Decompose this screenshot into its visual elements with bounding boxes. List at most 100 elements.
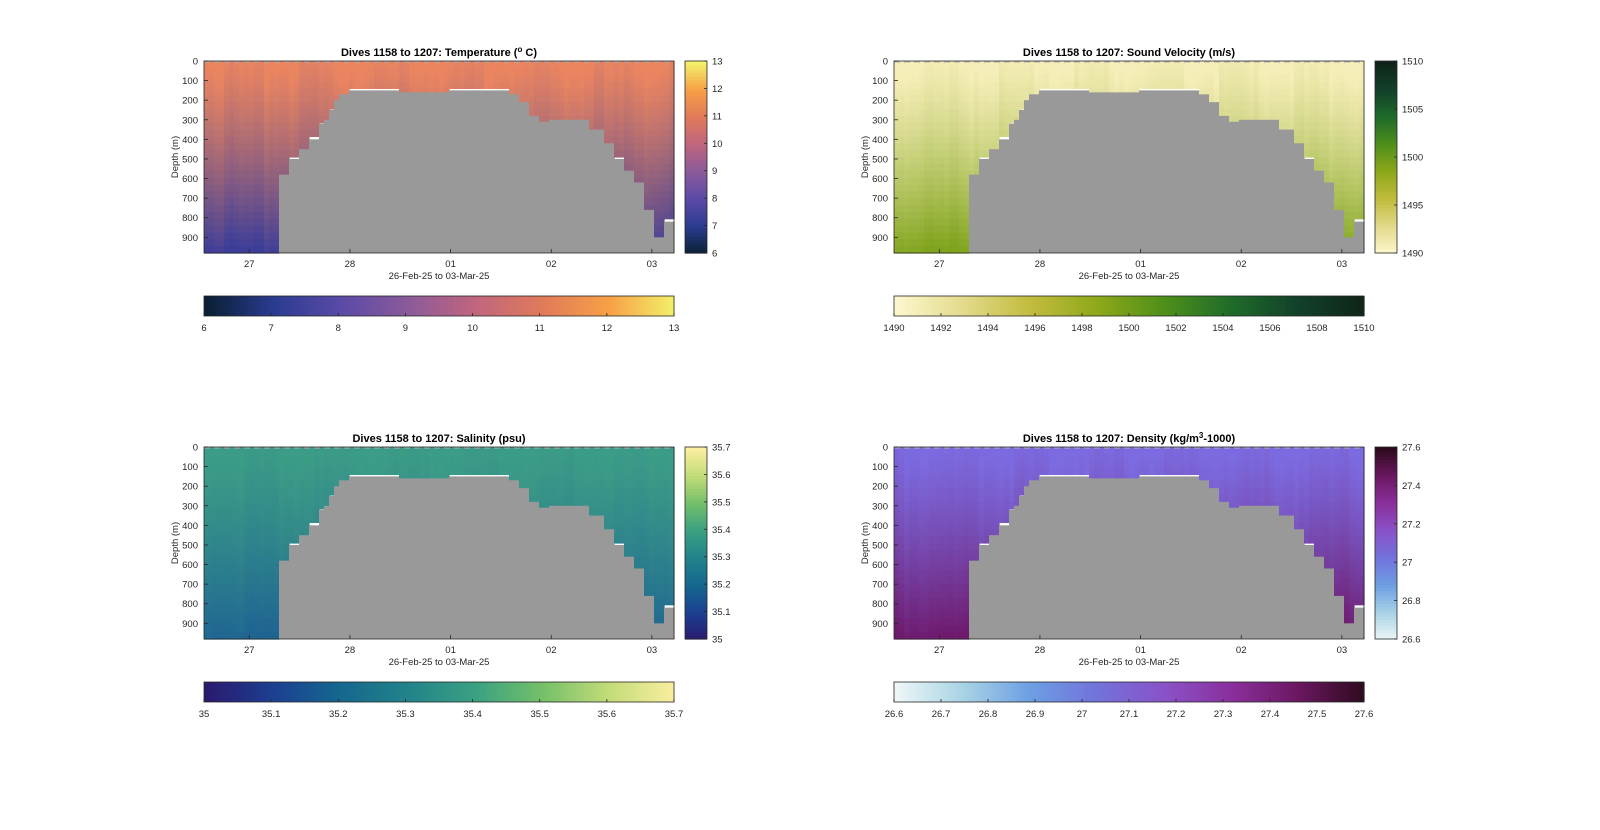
heatmap-cell bbox=[539, 467, 545, 476]
heatmap-cell bbox=[969, 522, 975, 530]
heatmap-cell bbox=[269, 549, 275, 558]
x-axis-label: 26-Feb-25 to 03-Mar-25 bbox=[1079, 271, 1180, 282]
heatmap-cell bbox=[969, 508, 975, 517]
heatmap-cell bbox=[389, 67, 395, 76]
heatmap-cell bbox=[499, 67, 505, 76]
heatmap-cell bbox=[629, 529, 635, 537]
heatmap-cell bbox=[439, 67, 445, 76]
heatmap-cell bbox=[904, 67, 910, 76]
heatmap-cell bbox=[554, 109, 560, 117]
heatmap-cell bbox=[1244, 102, 1250, 110]
heatmap-cell bbox=[669, 61, 675, 69]
heatmap-cell bbox=[639, 67, 645, 76]
heatmap-cell bbox=[974, 129, 980, 138]
hbar-swatch bbox=[305, 682, 311, 702]
heatmap-cell bbox=[1269, 115, 1275, 124]
heatmap-cell bbox=[899, 198, 905, 206]
hbar-swatch bbox=[207, 682, 213, 702]
heatmap-cell bbox=[619, 67, 625, 76]
hbar-swatch bbox=[493, 296, 499, 316]
seafloor-mask bbox=[469, 90, 475, 253]
heatmap-cell bbox=[219, 115, 225, 124]
heatmap-cell bbox=[209, 522, 215, 530]
hbar-swatch bbox=[360, 682, 366, 702]
heatmap-cell bbox=[959, 81, 965, 90]
hbar-swatch bbox=[325, 682, 330, 702]
heatmap-cell bbox=[274, 129, 280, 138]
heatmap-cell bbox=[1344, 74, 1350, 83]
colorbar-swatch bbox=[685, 227, 707, 232]
heatmap-cell bbox=[1114, 74, 1120, 83]
heatmap-cell bbox=[1144, 67, 1150, 76]
heatmap-cell bbox=[409, 467, 415, 476]
heatmap-cell bbox=[304, 522, 310, 530]
heatmap-cell bbox=[204, 150, 210, 158]
heatmap-cell bbox=[1349, 61, 1355, 69]
heatmap-cell bbox=[1349, 170, 1355, 179]
hbar-swatch bbox=[995, 296, 1001, 316]
heatmap-cell bbox=[229, 205, 235, 213]
heatmap-cell bbox=[949, 218, 955, 227]
heatmap-cell bbox=[654, 122, 660, 131]
heatmap-cell bbox=[1054, 74, 1060, 83]
heatmap-cell bbox=[434, 74, 440, 83]
heatmap-cell bbox=[1314, 157, 1320, 165]
heatmap-cell bbox=[269, 515, 275, 524]
heatmap-cell bbox=[1224, 95, 1230, 103]
heatmap-cell bbox=[1024, 95, 1030, 103]
heatmap-cell bbox=[1314, 136, 1320, 144]
heatmap-cell bbox=[1229, 102, 1235, 110]
y-tick-label: 500 bbox=[872, 154, 888, 165]
heatmap-cell bbox=[659, 81, 665, 90]
heatmap-cell bbox=[964, 177, 970, 186]
hbar-swatch bbox=[933, 296, 938, 316]
heatmap-cell bbox=[229, 74, 235, 83]
heatmap-cell bbox=[209, 447, 215, 455]
heatmap-cell bbox=[584, 88, 590, 96]
y-tick-label: 700 bbox=[872, 194, 888, 205]
heatmap-cell bbox=[1349, 205, 1355, 213]
heatmap-cell bbox=[294, 467, 300, 476]
heatmap-cell bbox=[1349, 95, 1355, 103]
heatmap-cell bbox=[629, 88, 635, 96]
heatmap-cell bbox=[1244, 115, 1250, 124]
heatmap-cell bbox=[244, 163, 250, 172]
heatmap-cell bbox=[639, 488, 645, 496]
heatmap-cell bbox=[264, 122, 270, 131]
heatmap-cell bbox=[419, 67, 425, 76]
heatmap-cell bbox=[659, 591, 665, 599]
heatmap-cell bbox=[249, 515, 255, 524]
heatmap-cell bbox=[914, 591, 920, 599]
heatmap-cell bbox=[994, 488, 1000, 496]
hbar-swatch bbox=[552, 682, 558, 702]
heatmap-cell bbox=[374, 460, 380, 469]
heatmap-cell bbox=[1069, 447, 1075, 455]
hbar-swatch bbox=[646, 682, 652, 702]
heatmap-cell bbox=[959, 611, 965, 620]
seafloor-mask bbox=[339, 480, 345, 639]
heatmap-cell bbox=[994, 95, 1000, 103]
seafloor-mask bbox=[559, 505, 565, 639]
heatmap-cell bbox=[934, 61, 940, 69]
seafloor-mask bbox=[1019, 495, 1025, 639]
heatmap-cell bbox=[654, 604, 660, 613]
heatmap-cell bbox=[984, 115, 990, 124]
heatmap-cell bbox=[929, 225, 935, 234]
heatmap-cell bbox=[464, 81, 470, 90]
heatmap-cell bbox=[1179, 67, 1185, 76]
heatmap-cell bbox=[974, 136, 980, 144]
heatmap-cell bbox=[959, 88, 965, 96]
heatmap-cell bbox=[904, 191, 910, 199]
heatmap-cell bbox=[289, 529, 295, 537]
heatmap-cell bbox=[1239, 74, 1245, 83]
seafloor-mask bbox=[539, 121, 545, 253]
heatmap-cell bbox=[1219, 95, 1225, 103]
colorbar-swatch bbox=[1375, 109, 1397, 113]
heatmap-cell bbox=[259, 129, 265, 138]
heatmap-cell bbox=[619, 536, 625, 544]
heatmap-cell bbox=[1169, 61, 1175, 69]
heatmap-cell bbox=[229, 246, 235, 254]
hbar-swatch bbox=[1101, 296, 1107, 316]
heatmap-cell bbox=[904, 143, 910, 151]
